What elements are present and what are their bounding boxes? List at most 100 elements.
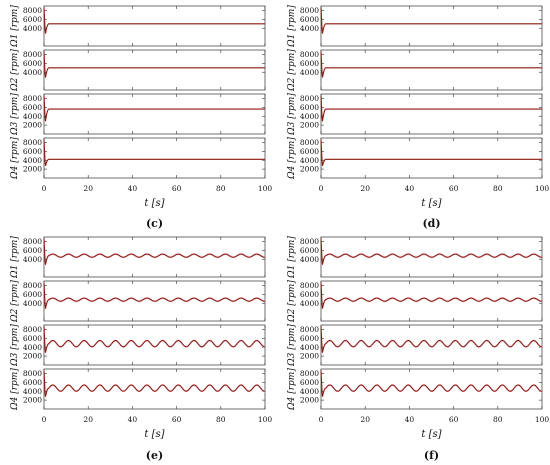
series-line — [43, 282, 266, 309]
y-tick-label: 6000 — [23, 334, 42, 343]
series-line — [43, 95, 265, 122]
y-tick-label: 6000 — [23, 103, 42, 112]
y-tick-label: 4000 — [300, 112, 319, 121]
y-axis-label: Ω1 [rpm] — [287, 236, 297, 279]
y-tick-label: 4000 — [300, 68, 319, 77]
x-tick-label: 60 — [449, 415, 459, 424]
x-tick-label: 0 — [42, 184, 47, 193]
x-tick-label: 40 — [128, 184, 138, 193]
y-tick-label: 8000 — [300, 369, 319, 378]
x-axis-label: t [s] — [144, 198, 164, 209]
y-axis-label: Ω3 [rpm] — [287, 93, 297, 136]
panel-caption: (f) — [424, 449, 439, 462]
y-tick-label: 6000 — [23, 290, 42, 299]
x-axis-label: t [s] — [421, 429, 441, 440]
y-tick-label: 6000 — [300, 147, 319, 156]
plot-frame — [43, 324, 266, 366]
y-tick-label: 6000 — [300, 334, 319, 343]
y-tick-label: 2000 — [300, 352, 319, 361]
plot-frame — [43, 137, 266, 179]
y-tick-label: 8000 — [23, 138, 42, 147]
y-tick-label: 8000 — [23, 6, 42, 15]
y-tick-label: 4000 — [23, 24, 42, 33]
series-line — [320, 282, 543, 309]
y-axis-label: Ω2 [rpm] — [10, 280, 20, 323]
y-tick-label: 6000 — [300, 246, 319, 255]
x-tick-label: 0 — [319, 184, 324, 193]
plot-frame — [320, 368, 543, 410]
y-tick-label: 4000 — [300, 156, 319, 165]
y-tick-label: 8000 — [23, 50, 42, 59]
y-tick-label: 4000 — [23, 112, 42, 121]
x-tick-label: 20 — [360, 184, 370, 193]
y-tick-label: 8000 — [23, 369, 42, 378]
y-tick-label: 4000 — [23, 387, 42, 396]
y-tick-label: 6000 — [300, 378, 319, 387]
y-tick-label: 8000 — [23, 94, 42, 103]
y-tick-label: 2000 — [300, 396, 319, 405]
y-tick-label: 8000 — [300, 50, 319, 59]
y-axis-label: Ω4 [rpm] — [287, 137, 297, 180]
y-tick-label: 6000 — [23, 378, 42, 387]
series-line — [43, 238, 266, 265]
x-tick-label: 40 — [405, 184, 415, 193]
plot-frame — [320, 137, 543, 179]
y-tick-label: 4000 — [23, 156, 42, 165]
y-axis-label: Ω3 [rpm] — [10, 324, 20, 367]
y-tick-label: 6000 — [300, 59, 319, 68]
x-tick-label: 20 — [83, 415, 93, 424]
y-tick-label: 4000 — [23, 343, 42, 352]
x-tick-label: 60 — [449, 184, 459, 193]
y-tick-label: 8000 — [23, 237, 42, 246]
x-tick-label: 100 — [258, 184, 273, 193]
series-line — [320, 95, 542, 122]
x-axis-label: t [s] — [421, 198, 441, 209]
plot-frame — [320, 49, 543, 91]
y-tick-label: 2000 — [23, 396, 42, 405]
y-tick-label: 6000 — [23, 147, 42, 156]
y-tick-label: 8000 — [300, 281, 319, 290]
y-tick-label: 4000 — [300, 255, 319, 264]
x-tick-label: 100 — [535, 415, 550, 424]
y-axis-label: Ω4 [rpm] — [10, 368, 20, 411]
y-axis-label: Ω1 [rpm] — [10, 236, 20, 279]
x-tick-label: 60 — [172, 415, 182, 424]
plot-frame — [320, 324, 543, 366]
series-line — [320, 326, 543, 353]
uncertainty-band — [44, 369, 265, 398]
x-tick-label: 100 — [258, 415, 273, 424]
y-tick-label: 8000 — [300, 237, 319, 246]
series-line — [320, 139, 542, 167]
y-tick-label: 2000 — [23, 352, 42, 361]
y-axis-label: Ω1 [rpm] — [287, 5, 297, 48]
y-tick-label: 6000 — [23, 15, 42, 24]
x-tick-label: 80 — [493, 415, 503, 424]
y-tick-label: 6000 — [300, 103, 319, 112]
y-tick-label: 2000 — [300, 165, 319, 174]
y-tick-label: 4000 — [300, 343, 319, 352]
series-line — [43, 370, 266, 397]
panel-caption: (d) — [422, 217, 440, 230]
y-tick-label: 2000 — [300, 121, 319, 130]
y-axis-label: Ω3 [rpm] — [10, 93, 20, 136]
x-tick-label: 80 — [493, 184, 503, 193]
plot-frame — [43, 5, 266, 47]
y-tick-label: 4000 — [300, 24, 319, 33]
y-tick-label: 4000 — [23, 299, 42, 308]
y-tick-label: 8000 — [23, 325, 42, 334]
series-line — [43, 139, 265, 167]
